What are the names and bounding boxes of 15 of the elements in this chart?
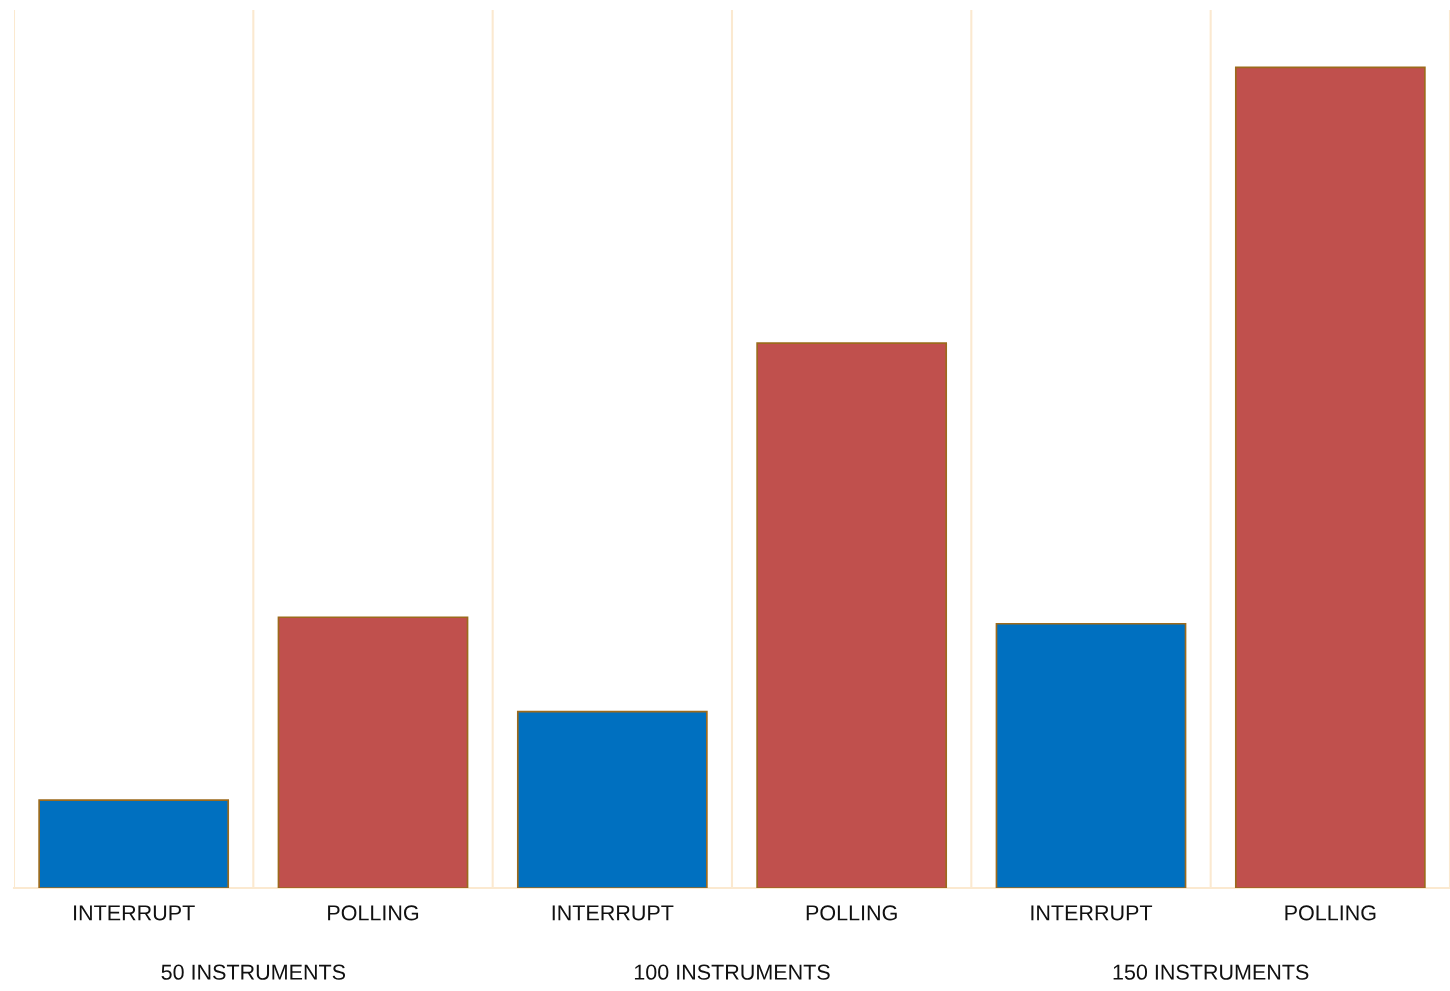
bar: [1234, 66, 1426, 888]
bar: [995, 622, 1187, 888]
text: 100 INSTRUMENTS: [634, 964, 830, 980]
x-tick-label: POLLING: [806, 905, 897, 921]
x-tick-label: POLLING: [328, 905, 419, 921]
bar: [38, 799, 230, 888]
text: 50 INSTRUMENTS: [161, 964, 346, 980]
bar: [756, 342, 948, 888]
bar: [516, 710, 708, 888]
x-tick-label: POLLING: [1285, 905, 1376, 921]
text: 150 INSTRUMENTS: [1113, 964, 1309, 980]
x-tick-label: INTERRUPT: [552, 905, 674, 921]
bar: [277, 616, 469, 888]
x-tick-label: INTERRUPT: [74, 905, 195, 921]
x-tick-label: INTERRUPT: [1031, 905, 1153, 921]
